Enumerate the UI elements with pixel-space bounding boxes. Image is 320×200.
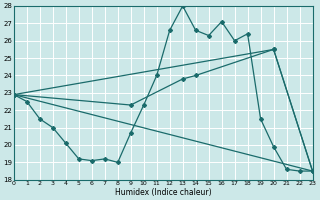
X-axis label: Humidex (Indice chaleur): Humidex (Indice chaleur) [115,188,212,197]
